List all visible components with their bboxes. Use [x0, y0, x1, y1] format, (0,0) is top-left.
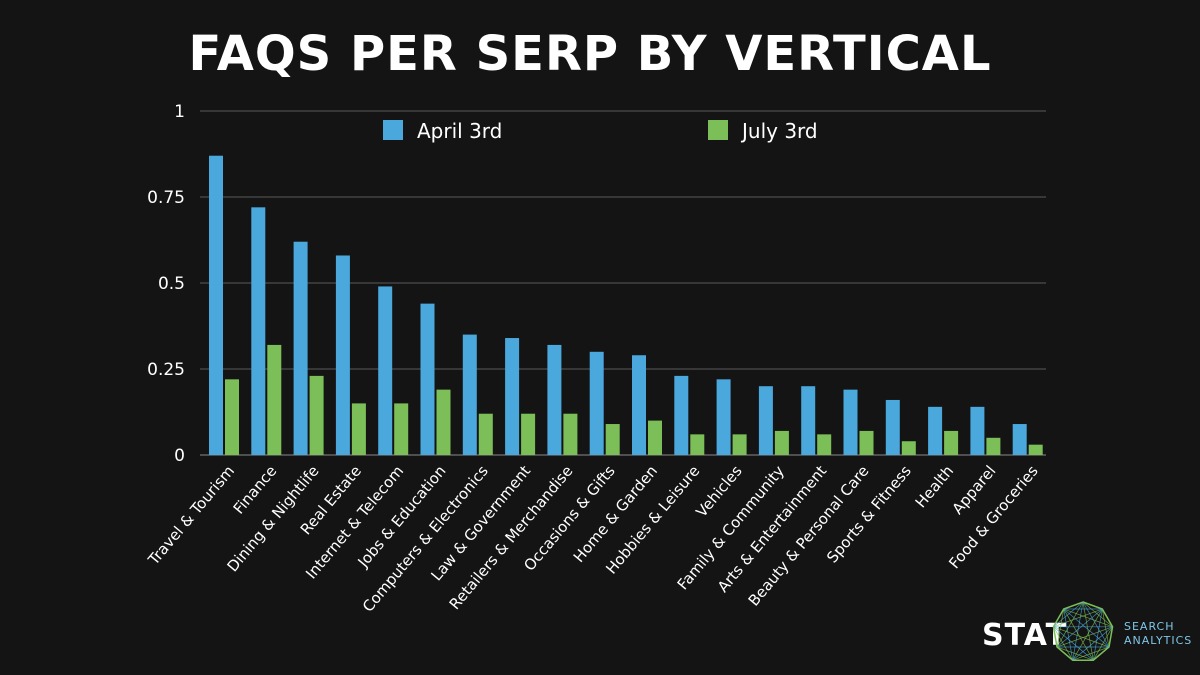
bar-april [335, 255, 350, 455]
bar-april [1012, 424, 1027, 455]
bar-july [563, 413, 578, 455]
bar-july [1028, 444, 1043, 455]
bar-july [351, 403, 366, 455]
bar-july [859, 430, 874, 455]
bar-july [521, 413, 536, 455]
bars [209, 155, 1043, 455]
legend-label: July 3rd [740, 119, 818, 143]
y-tick-label: 0.75 [147, 188, 185, 208]
y-tick-label: 1 [174, 102, 185, 122]
bar-april [970, 406, 985, 455]
bar-july [732, 434, 747, 455]
bar-july [817, 434, 832, 455]
bar-april [589, 351, 604, 455]
bar-april [420, 303, 435, 455]
x-tick-label: Travel & Tourism [144, 462, 238, 569]
bar-july [478, 413, 493, 455]
bar-july [944, 430, 959, 455]
logo-line2: ANALYTICS [1124, 634, 1192, 647]
y-tick-label: 0 [174, 446, 185, 466]
y-axis: 0 0.25 0.5 0.75 1 [147, 102, 185, 466]
y-tick-label: 0.5 [158, 274, 185, 294]
bar-april [293, 241, 308, 455]
bar-april [843, 389, 858, 455]
bar-july [774, 430, 789, 455]
bar-april [209, 155, 223, 455]
bar-april [378, 286, 393, 455]
bar-july [986, 437, 1001, 455]
bar-july [605, 424, 620, 455]
bar-july [690, 434, 705, 455]
logo-line1: SEARCH [1124, 620, 1175, 633]
bar-april [462, 334, 477, 455]
bar-april [928, 406, 943, 455]
bar-april [251, 207, 266, 455]
bar-july [394, 403, 409, 455]
bar-april [632, 355, 646, 455]
legend-swatch [708, 120, 728, 140]
legend: April 3rd July 3rd [383, 119, 818, 143]
bar-july [309, 375, 324, 455]
bar-july [648, 420, 662, 455]
bar-april [547, 344, 562, 455]
bar-april [758, 386, 773, 455]
y-tick-label: 0.25 [147, 360, 185, 380]
bar-april [716, 379, 731, 455]
bar-april [801, 386, 816, 455]
bar-april [505, 338, 520, 455]
legend-label: April 3rd [417, 119, 502, 143]
bar-april [674, 375, 689, 455]
bar-july [436, 389, 451, 455]
bar-july [225, 379, 239, 455]
bar-july [901, 441, 916, 455]
logo-brand: STAT [982, 618, 1067, 653]
grid [200, 110, 1046, 456]
bar-april [885, 399, 900, 455]
network-polygon-icon [1052, 601, 1114, 661]
stat-logo: STAT SEARCH ANALYTICS [982, 601, 1192, 661]
chart-title: FAQS PER SERP BY VERTICAL [188, 26, 991, 82]
bar-july [267, 344, 282, 455]
legend-swatch [383, 120, 403, 140]
